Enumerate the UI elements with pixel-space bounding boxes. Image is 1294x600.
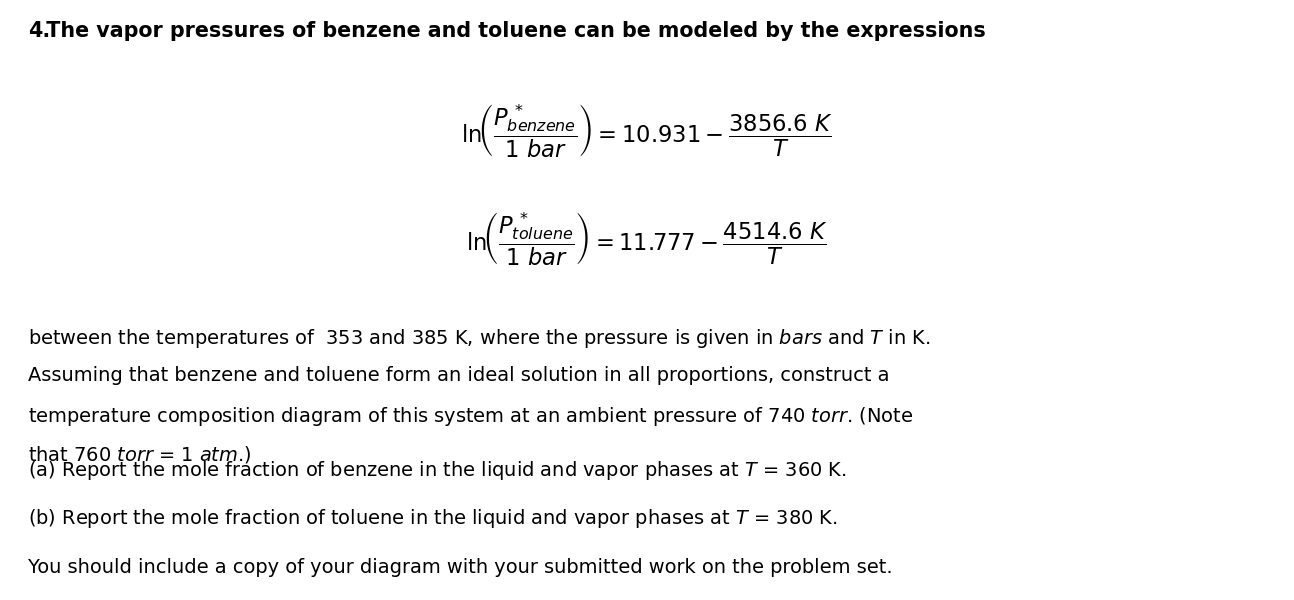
Text: 4.: 4. [28,21,50,41]
Text: temperature composition diagram of this system at an ambient pressure of 740 $\m: temperature composition diagram of this … [28,405,914,428]
Text: The vapor pressures of benzene and toluene can be modeled by the expressions: The vapor pressures of benzene and tolue… [32,21,986,41]
Text: $\mathrm{ln}\!\left(\dfrac{P_{\mathit{benzene}}^{\,*}}{1\ \mathit{bar}}\right) =: $\mathrm{ln}\!\left(\dfrac{P_{\mathit{be… [461,103,833,160]
Text: You should include a copy of your diagram with your submitted work on the proble: You should include a copy of your diagra… [28,558,893,577]
Text: Assuming that benzene and toluene form an ideal solution in all proportions, con: Assuming that benzene and toluene form a… [28,366,890,385]
Text: $\mathrm{ln}\!\left(\dfrac{P_{\mathit{toluene}}^{\,*}}{1\ \mathit{bar}}\right) =: $\mathrm{ln}\!\left(\dfrac{P_{\mathit{to… [466,211,828,269]
Text: between the temperatures of  353 and 385 K, where the pressure is given in $\mat: between the temperatures of 353 and 385 … [28,327,930,350]
Text: that 760 $\mathit{torr}$ = 1 $\mathit{atm}$.): that 760 $\mathit{torr}$ = 1 $\mathit{at… [28,444,252,465]
Text: (a) Report the mole fraction of benzene in the liquid and vapor phases at $T$ = : (a) Report the mole fraction of benzene … [28,459,848,482]
Text: (b) Report the mole fraction of toluene in the liquid and vapor phases at $T$ = : (b) Report the mole fraction of toluene … [28,507,839,530]
